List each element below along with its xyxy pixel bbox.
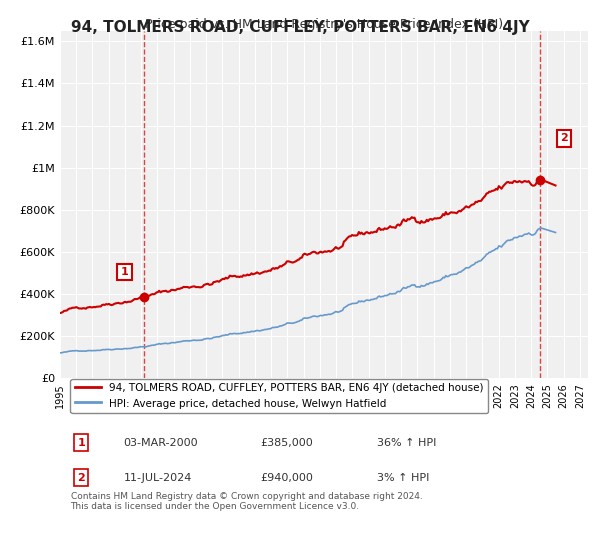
Text: 36% ↑ HPI: 36% ↑ HPI [377, 438, 436, 447]
Text: 2: 2 [560, 133, 568, 143]
Text: 3% ↑ HPI: 3% ↑ HPI [377, 473, 429, 483]
Text: 1: 1 [121, 267, 128, 277]
Text: 03-MAR-2000: 03-MAR-2000 [124, 438, 198, 447]
Text: £385,000: £385,000 [260, 438, 313, 447]
Text: 1: 1 [77, 438, 85, 447]
Text: Contains HM Land Registry data © Crown copyright and database right 2024.
This d: Contains HM Land Registry data © Crown c… [71, 492, 422, 511]
Text: £940,000: £940,000 [260, 473, 314, 483]
Legend: 94, TOLMERS ROAD, CUFFLEY, POTTERS BAR, EN6 4JY (detached house), HPI: Average p: 94, TOLMERS ROAD, CUFFLEY, POTTERS BAR, … [70, 379, 488, 413]
Text: 2: 2 [77, 473, 85, 483]
Text: 94, TOLMERS ROAD, CUFFLEY, POTTERS BAR, EN6 4JY: 94, TOLMERS ROAD, CUFFLEY, POTTERS BAR, … [71, 20, 529, 35]
Title: Price paid vs. HM Land Registry's House Price Index (HPI): Price paid vs. HM Land Registry's House … [145, 18, 503, 31]
Text: 11-JUL-2024: 11-JUL-2024 [124, 473, 192, 483]
